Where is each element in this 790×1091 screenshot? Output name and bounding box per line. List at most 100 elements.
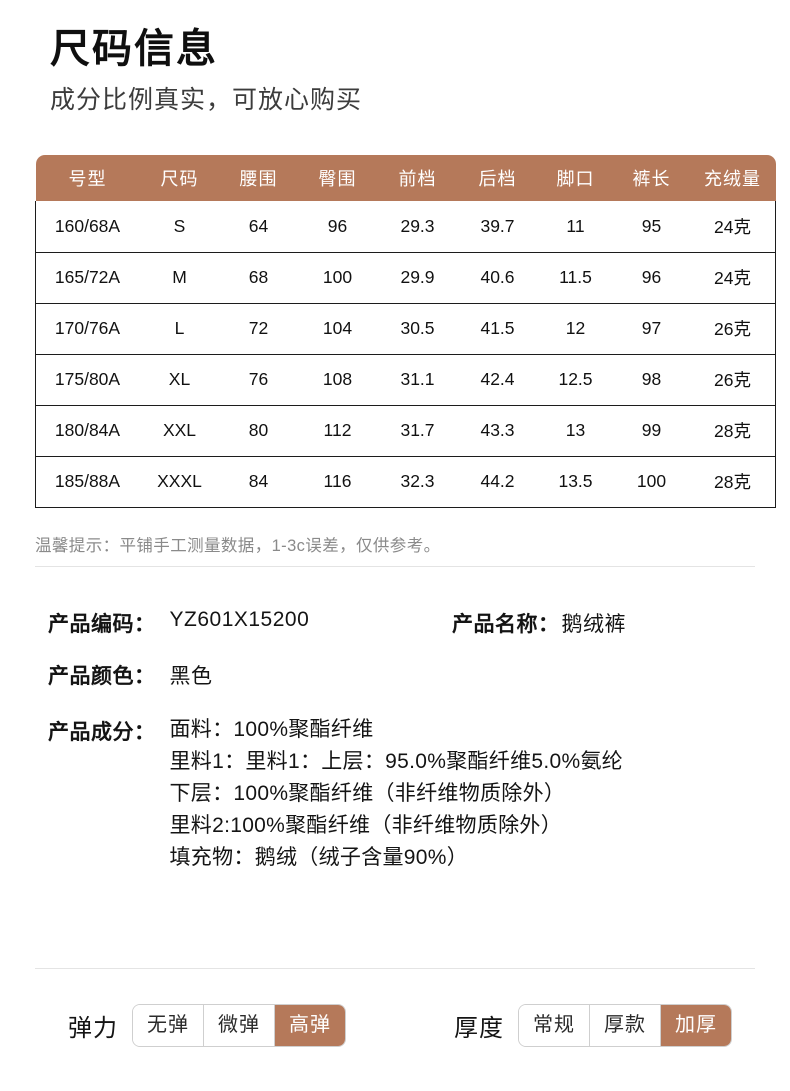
cell: 116 <box>297 456 378 508</box>
cell: 76 <box>219 354 298 406</box>
cell: 97 <box>613 303 690 355</box>
cell: 31.7 <box>377 405 458 457</box>
elasticity-option-high-stretch[interactable]: 高弹 <box>275 1005 345 1046</box>
cell: 112 <box>297 405 378 457</box>
elasticity-segmented-control[interactable]: 无弹 微弹 高弹 <box>132 1004 346 1047</box>
size-table-container: 号型 尺码 腰围 臀围 前档 后档 脚口 裤长 充绒量 160/68A S 64… <box>35 155 776 508</box>
column-header-chong-rong-liang: 充绒量 <box>689 155 776 201</box>
composition-line: 下层：100%聚酯纤维（非纤维物质除外） <box>169 781 566 805</box>
product-composition-label: 产品成分： <box>48 721 156 744</box>
product-code-group: 产品编码： YZ601X15200 <box>48 608 452 638</box>
column-header-hao-xing: 号型 <box>35 155 140 201</box>
cell: XXXL <box>139 456 220 508</box>
cell: 100 <box>613 456 690 508</box>
product-info-section: 产品编码： YZ601X15200 产品名称： 鹅绒裤 产品颜色： 黑色 产品成… <box>48 608 748 874</box>
cell: 165/72A <box>35 252 140 304</box>
cell: 108 <box>297 354 378 406</box>
cell: 84 <box>219 456 298 508</box>
cell: 11.5 <box>537 252 614 304</box>
measurement-tip: 温馨提示：平铺手工测量数据，1-3c误差，仅供参考。 <box>35 537 441 555</box>
column-header-jiao-kou: 脚口 <box>537 155 614 201</box>
cell: 24克 <box>689 201 776 253</box>
cell: 170/76A <box>35 303 140 355</box>
table-header-row: 号型 尺码 腰围 臀围 前档 后档 脚口 裤长 充绒量 <box>35 155 776 201</box>
cell: 28克 <box>689 405 776 457</box>
product-name-value: 鹅绒裤 <box>561 613 626 636</box>
cell: 26克 <box>689 303 776 355</box>
cell: 104 <box>297 303 378 355</box>
size-table: 号型 尺码 腰围 臀围 前档 后档 脚口 裤长 充绒量 160/68A S 64… <box>35 155 776 508</box>
thickness-option-extra-thick[interactable]: 加厚 <box>661 1005 731 1046</box>
page-title: 尺码信息 <box>50 27 218 71</box>
cell: 96 <box>613 252 690 304</box>
cell: XXL <box>139 405 220 457</box>
product-color-label: 产品颜色： <box>48 665 156 688</box>
cell: 32.3 <box>377 456 458 508</box>
product-code-and-name-row: 产品编码： YZ601X15200 产品名称： 鹅绒裤 <box>48 608 748 638</box>
cell: 12 <box>537 303 614 355</box>
composition-line: 面料：100%聚酯纤维 <box>169 718 374 741</box>
cell: 96 <box>297 201 378 253</box>
attribute-group-thickness: 厚度 常规 厚款 加厚 <box>454 1004 732 1047</box>
thickness-option-thick[interactable]: 厚款 <box>590 1005 661 1046</box>
attribute-controls: 弹力 无弹 微弹 高弹 厚度 常规 厚款 加厚 <box>0 1004 790 1047</box>
cell: M <box>139 252 220 304</box>
table-row: 170/76A L 72 104 30.5 41.5 12 97 26克 <box>35 303 776 355</box>
cell: 11 <box>537 201 614 253</box>
composition-line: 里料1：里料1：上层：95.0%聚酯纤维5.0%氨纶 <box>169 749 624 773</box>
cell: 100 <box>297 252 378 304</box>
cell: 28克 <box>689 456 776 508</box>
product-color-value: 黑色 <box>169 665 213 688</box>
cell: 13.5 <box>537 456 614 508</box>
cell: 72 <box>219 303 298 355</box>
cell: 160/68A <box>35 201 140 253</box>
product-name-group: 产品名称： 鹅绒裤 <box>452 608 626 638</box>
product-code-label: 产品编码： <box>48 613 156 636</box>
size-table-header: 号型 尺码 腰围 臀围 前档 后档 脚口 裤长 充绒量 <box>35 155 776 201</box>
cell: 44.2 <box>457 456 538 508</box>
cell: 40.6 <box>457 252 538 304</box>
elasticity-title: 弹力 <box>68 1015 118 1042</box>
cell: 95 <box>613 201 690 253</box>
cell: 43.3 <box>457 405 538 457</box>
attribute-group-elasticity: 弹力 无弹 微弹 高弹 <box>68 1004 346 1047</box>
cell: 13 <box>537 405 614 457</box>
cell: 24克 <box>689 252 776 304</box>
product-color-row: 产品颜色： 黑色 <box>48 660 748 690</box>
cell: 42.4 <box>457 354 538 406</box>
divider-bottom <box>35 968 755 969</box>
product-composition-lines: 面料：100%聚酯纤维 里料1：里料1：上层：95.0%聚酯纤维5.0%氨纶 下… <box>170 714 624 874</box>
thickness-title: 厚度 <box>454 1015 504 1042</box>
cell: 12.5 <box>537 354 614 406</box>
thickness-segmented-control[interactable]: 常规 厚款 加厚 <box>518 1004 732 1047</box>
page-subtitle: 成分比例真实，可放心购买 <box>50 86 363 114</box>
cell: 29.9 <box>377 252 458 304</box>
column-header-tun-wei: 臀围 <box>297 155 378 201</box>
elasticity-option-no-stretch[interactable]: 无弹 <box>133 1005 204 1046</box>
product-name-label: 产品名称： <box>452 613 560 636</box>
cell: S <box>139 201 220 253</box>
divider-top <box>35 566 755 567</box>
cell: 29.3 <box>377 201 458 253</box>
heading-block: 尺码信息 成分比例真实，可放心购买 <box>50 24 362 117</box>
size-table-body: 160/68A S 64 96 29.3 39.7 11 95 24克 165/… <box>35 201 776 508</box>
column-header-hou-dang: 后档 <box>457 155 538 201</box>
cell: 80 <box>219 405 298 457</box>
cell: 39.7 <box>457 201 538 253</box>
product-composition-row: 产品成分： 面料：100%聚酯纤维 里料1：里料1：上层：95.0%聚酯纤维5.… <box>48 714 748 874</box>
cell: 30.5 <box>377 303 458 355</box>
table-row: 180/84A XXL 80 112 31.7 43.3 13 99 28克 <box>35 405 776 457</box>
cell: L <box>139 303 220 355</box>
elasticity-option-slight-stretch[interactable]: 微弹 <box>204 1005 275 1046</box>
cell: 41.5 <box>457 303 538 355</box>
cell: 64 <box>219 201 298 253</box>
composition-line: 填充物：鹅绒（绒子含量90%） <box>169 845 469 869</box>
cell: 185/88A <box>35 456 140 508</box>
cell: 31.1 <box>377 354 458 406</box>
column-header-qian-dang: 前档 <box>377 155 458 201</box>
column-header-chi-ma: 尺码 <box>139 155 220 201</box>
thickness-option-regular[interactable]: 常规 <box>519 1005 590 1046</box>
cell: 99 <box>613 405 690 457</box>
table-row: 165/72A M 68 100 29.9 40.6 11.5 96 24克 <box>35 252 776 304</box>
